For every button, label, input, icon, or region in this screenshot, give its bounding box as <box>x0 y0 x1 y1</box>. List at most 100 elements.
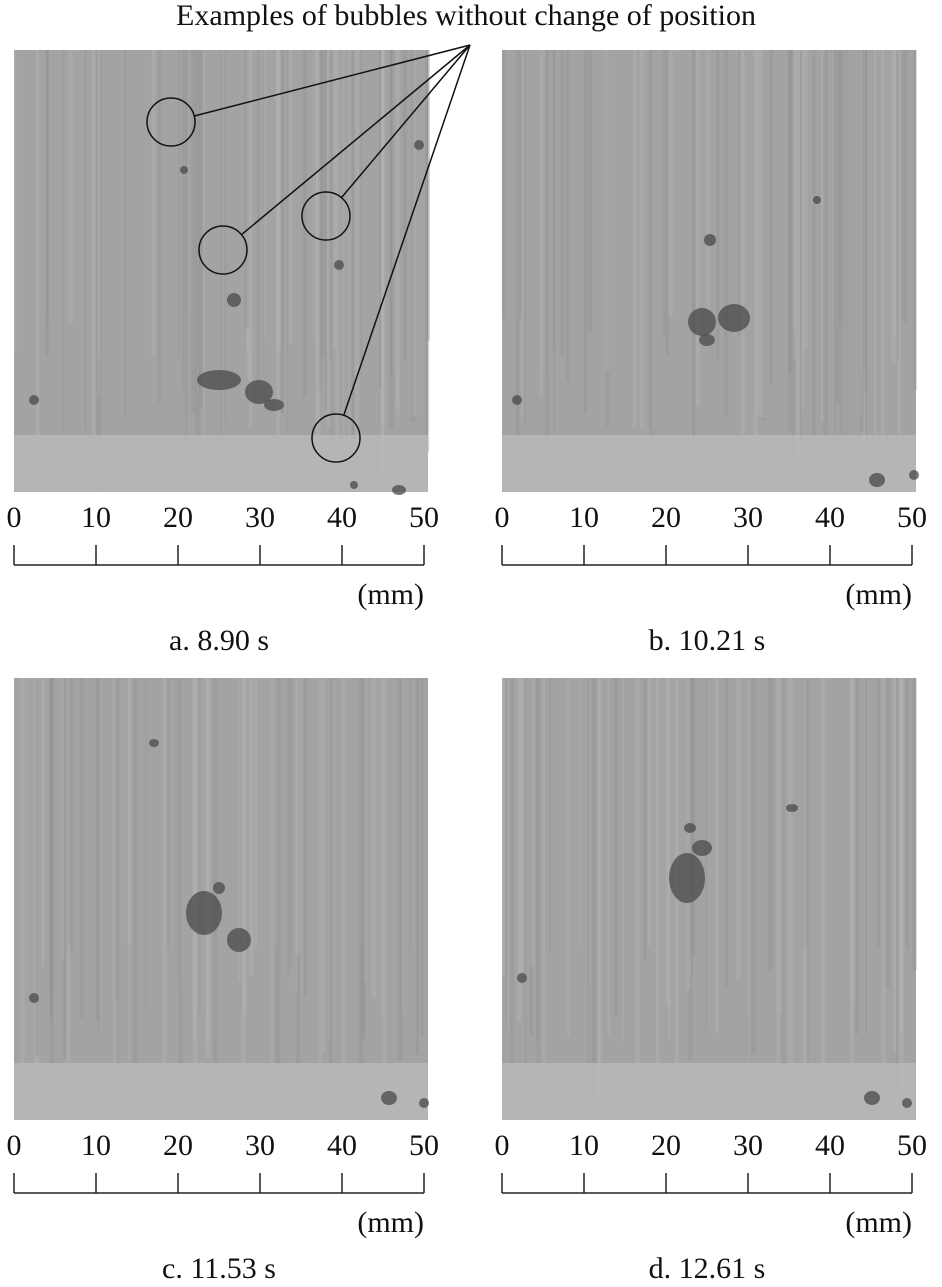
streak <box>296 678 301 1117</box>
streak <box>589 678 591 985</box>
streak <box>902 50 908 322</box>
bubble <box>699 334 715 346</box>
streak <box>820 678 826 1095</box>
streak <box>41 678 45 967</box>
scale-tick-label: 50 <box>409 501 439 534</box>
scale-tick-label: 10 <box>569 1129 599 1162</box>
bubble <box>227 293 241 307</box>
scale-tick-label: 0 <box>495 501 510 534</box>
bubble <box>264 399 284 411</box>
streak <box>63 50 65 477</box>
streak <box>96 50 102 491</box>
streak <box>318 678 322 1066</box>
streak <box>567 678 570 1037</box>
streak <box>115 678 118 1001</box>
streak <box>656 678 660 1069</box>
streak <box>881 50 885 441</box>
streak <box>535 678 538 1046</box>
streak <box>249 678 254 976</box>
bubble <box>334 260 344 270</box>
streak <box>158 50 162 403</box>
streak <box>242 678 247 1016</box>
photo <box>14 678 429 1120</box>
streak <box>769 50 773 384</box>
streak <box>530 678 536 967</box>
streak <box>124 50 127 415</box>
annotation-circle <box>311 413 361 463</box>
bottom-band <box>14 1063 428 1120</box>
streak <box>854 678 859 1034</box>
streak <box>364 678 368 982</box>
streak <box>46 50 48 329</box>
streak <box>587 678 590 1094</box>
streak <box>213 678 218 1076</box>
streak <box>905 678 909 950</box>
streak <box>276 50 280 438</box>
bubble <box>684 823 696 833</box>
streak <box>706 50 708 330</box>
streak <box>665 678 670 1006</box>
streak <box>289 50 293 345</box>
streak <box>640 50 645 430</box>
streak <box>96 678 99 1020</box>
streak <box>536 678 540 1109</box>
streak <box>543 50 546 369</box>
bubble <box>692 840 712 856</box>
streak <box>741 50 745 467</box>
streak <box>861 50 867 372</box>
streak <box>358 678 364 1071</box>
streak <box>891 50 897 365</box>
streak <box>275 678 281 1120</box>
bubble <box>902 1098 912 1108</box>
streak <box>333 50 337 349</box>
streak <box>224 50 227 422</box>
streak <box>248 50 253 428</box>
streak <box>35 678 39 1056</box>
streak <box>823 50 828 436</box>
photo <box>502 678 917 1120</box>
panel-caption: a. 8.90 s <box>169 624 269 657</box>
streak <box>756 50 761 416</box>
scale-tick-label: 20 <box>163 1129 193 1162</box>
streak <box>760 50 765 418</box>
streak <box>787 50 793 432</box>
streak <box>410 50 416 422</box>
streak <box>605 50 610 427</box>
streak <box>271 678 273 1110</box>
streak <box>668 50 673 318</box>
streak <box>862 50 866 469</box>
streak <box>874 50 877 436</box>
streak <box>133 678 138 1063</box>
streak <box>49 678 54 1065</box>
streak <box>352 50 355 441</box>
bubble <box>669 853 705 903</box>
bubble <box>227 928 251 952</box>
streak <box>692 50 695 472</box>
streak <box>529 678 533 1037</box>
streak <box>502 678 504 1028</box>
streak <box>402 678 405 1012</box>
streak <box>47 50 49 317</box>
streak <box>502 50 506 320</box>
streak <box>748 678 750 1018</box>
streak <box>510 678 514 1118</box>
streak <box>597 678 601 1118</box>
annotation-leader <box>240 44 471 236</box>
streak <box>913 50 917 391</box>
bubble <box>813 196 821 204</box>
scale-tick-label: 10 <box>569 501 599 534</box>
streak <box>725 678 729 986</box>
streak <box>849 678 855 1116</box>
bottom-band <box>502 435 916 492</box>
streak <box>198 678 201 1015</box>
streak <box>835 50 840 404</box>
bottom-band <box>502 1063 916 1120</box>
streak <box>195 50 201 488</box>
streak <box>80 678 84 1018</box>
streak <box>705 50 710 337</box>
streak <box>897 50 901 453</box>
photo <box>502 50 919 492</box>
streak <box>348 50 350 479</box>
streak <box>302 50 307 398</box>
streak <box>389 50 394 428</box>
